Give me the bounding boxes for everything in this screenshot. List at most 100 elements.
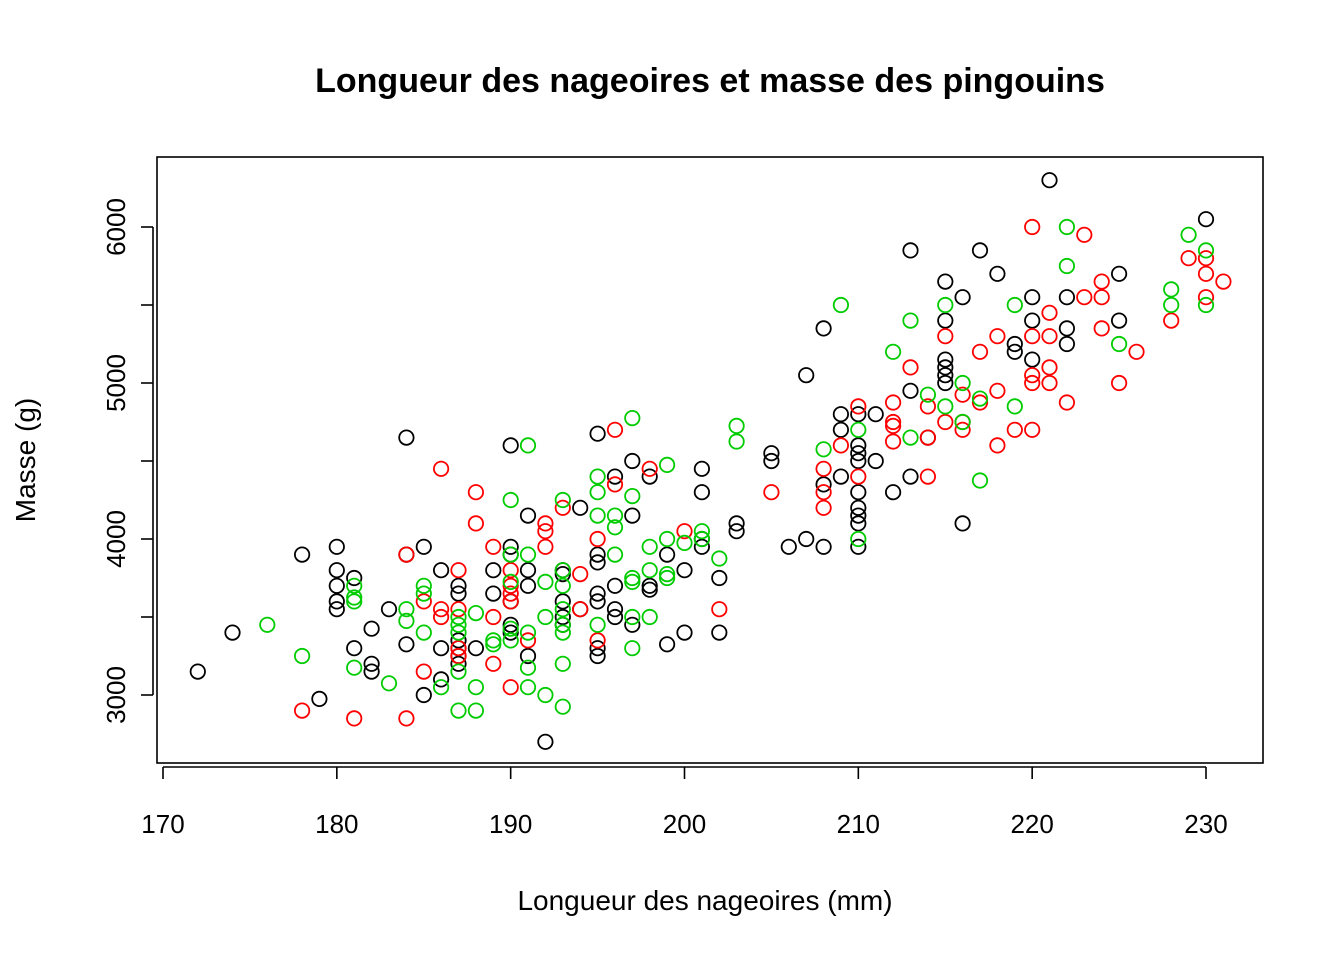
data-point-series-1	[328, 538, 345, 555]
data-point-series-1	[937, 312, 954, 329]
data-point-series-1	[641, 581, 658, 598]
data-point-series-1	[937, 374, 954, 392]
data-point-series-3	[971, 472, 989, 489]
data-point-series-2	[485, 538, 502, 555]
data-point-series-1	[624, 507, 641, 524]
data-point-series-3	[380, 675, 398, 692]
data-point-series-1	[572, 499, 589, 516]
data-point-series-1	[850, 499, 867, 516]
data-point-series-1	[763, 452, 780, 470]
data-point-series-1	[485, 562, 502, 579]
data-point-series-1	[676, 562, 693, 579]
y-tick-label: 6000	[101, 198, 131, 256]
data-point-series-1	[780, 538, 797, 555]
data-point-series-2	[450, 562, 467, 579]
data-point-series-2	[1024, 218, 1041, 236]
data-point-series-2	[884, 394, 902, 411]
data-point-series-1	[450, 577, 467, 594]
data-point-series-1	[850, 484, 867, 501]
data-point-series-2	[989, 328, 1006, 345]
data-point-series-3	[519, 659, 537, 676]
data-point-series-1	[606, 608, 624, 626]
data-point-series-3	[450, 616, 467, 633]
data-point-series-1	[1058, 320, 1076, 337]
data-point-series-2	[1024, 421, 1041, 438]
data-point-series-2	[815, 460, 832, 477]
data-point-series-3	[346, 589, 363, 606]
data-point-series-3	[519, 679, 537, 696]
data-point-series-3	[606, 507, 624, 524]
data-point-series-2	[467, 484, 484, 501]
data-point-series-1	[589, 546, 606, 563]
data-point-series-1	[850, 538, 867, 555]
data-point-series-2	[346, 710, 363, 727]
data-point-series-1	[850, 507, 867, 524]
data-point-series-1	[519, 577, 537, 594]
data-point-series-1	[867, 452, 884, 470]
data-point-series-1	[224, 624, 241, 641]
data-point-series-3	[641, 608, 658, 626]
data-point-series-1	[589, 593, 606, 610]
data-point-series-1	[380, 601, 398, 618]
data-point-series-3	[658, 569, 676, 587]
data-point-series-3	[884, 343, 902, 360]
data-point-series-3	[1058, 257, 1076, 275]
data-point-series-1	[1024, 312, 1041, 329]
data-point-series-3	[658, 530, 676, 548]
data-point-series-2	[919, 398, 937, 415]
data-point-series-3	[1180, 226, 1197, 243]
data-point-series-2	[606, 421, 624, 438]
x-axis: 170 180 190 200 210 220 230	[141, 766, 1228, 839]
data-point-series-1	[937, 367, 954, 384]
data-point-series-2	[902, 359, 919, 376]
data-point-series-1	[346, 569, 363, 587]
data-point-series-2	[641, 460, 658, 477]
data-point-series-3	[954, 374, 971, 392]
data-point-series-1	[1024, 351, 1041, 368]
data-point-series-2	[432, 608, 450, 626]
data-point-series-3	[398, 612, 415, 630]
data-point-series-1	[363, 655, 380, 672]
data-point-series-1	[832, 421, 850, 438]
data-point-series-1	[902, 468, 919, 485]
data-point-series-3	[415, 577, 432, 594]
data-point-series-3	[589, 484, 606, 501]
data-point-series-1	[450, 585, 467, 602]
data-point-series-2	[398, 546, 415, 563]
data-point-series-3	[624, 487, 641, 505]
plot-frame	[156, 156, 1264, 764]
data-point-series-2	[1041, 359, 1058, 376]
data-point-series-1	[328, 601, 345, 618]
data-point-series-3	[589, 468, 606, 485]
data-point-series-3	[589, 616, 606, 633]
data-point-series-2	[919, 429, 937, 446]
data-point-series-2	[1006, 421, 1023, 438]
data-point-series-2	[711, 601, 728, 618]
data-point-series-1	[589, 554, 606, 571]
data-point-series-2	[502, 679, 519, 696]
data-point-series-2	[815, 499, 832, 516]
data-point-series-1	[1041, 172, 1058, 189]
data-point-series-3	[554, 562, 571, 579]
data-point-series-2	[1215, 273, 1232, 290]
data-point-series-3	[450, 663, 467, 680]
data-point-series-1	[884, 484, 902, 501]
data-point-series-2	[554, 499, 571, 516]
data-point-series-2	[954, 386, 971, 403]
data-point-series-3	[467, 679, 484, 696]
data-point-series-3	[728, 433, 745, 450]
data-point-series-1	[1006, 343, 1023, 360]
data-point-series-3	[693, 530, 711, 548]
data-point-series-2	[937, 413, 954, 431]
data-point-series-3	[432, 679, 450, 696]
y-tick-label: 3000	[101, 666, 131, 724]
data-point-series-1	[850, 406, 867, 423]
data-point-series-3	[554, 491, 571, 509]
data-point-series-2	[1058, 394, 1076, 411]
data-point-series-3	[693, 523, 711, 540]
data-point-series-2	[1076, 226, 1093, 243]
data-point-series-2	[502, 562, 519, 579]
data-point-series-2	[485, 608, 502, 626]
data-point-series-1	[589, 640, 606, 657]
